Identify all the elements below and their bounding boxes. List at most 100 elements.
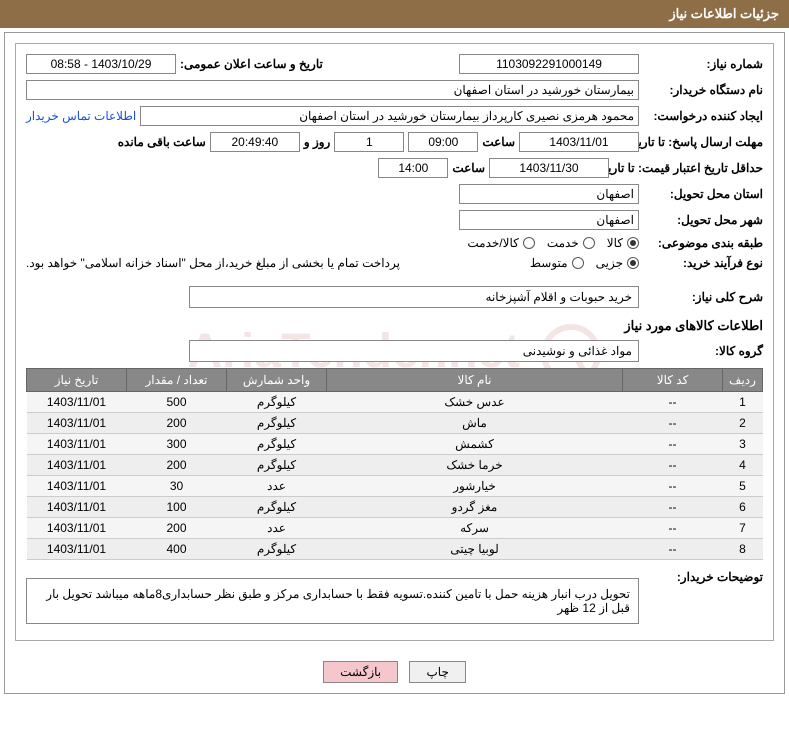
table-row: 8--لوبیا چیتیکیلوگرم4001403/11/01 [27,539,763,560]
requester-label: ایجاد کننده درخواست: [643,109,763,123]
purchase-radios: جزیی متوسط [530,256,639,270]
cell-n: 3 [723,434,763,455]
days-and-label: روز و [304,135,331,149]
category-radios: کالا خدمت کالا/خدمت [467,236,639,250]
time-label-1: ساعت [482,135,515,149]
cell-unit: کیلوگرم [227,392,327,413]
time-label-2: ساعت [452,161,485,175]
cell-n: 2 [723,413,763,434]
back-button[interactable]: بازگشت [323,661,398,683]
general-desc-label: شرح کلی نیاز: [643,290,763,304]
cell-qty: 500 [127,392,227,413]
cell-name: ماش [327,413,623,434]
cell-n: 4 [723,455,763,476]
table-row: 1--عدس خشککیلوگرم5001403/11/01 [27,392,763,413]
goods-section-title: اطلاعات کالاهای مورد نیاز [26,318,763,334]
table-row: 4--خرما خشککیلوگرم2001403/11/01 [27,455,763,476]
price-validity-label: حداقل تاریخ اعتبار قیمت: تا تاریخ: [613,161,763,175]
cell-code: -- [623,455,723,476]
buyer-notes-label: توضیحات خریدار: [643,570,763,584]
delivery-city-label: شهر محل تحویل: [643,213,763,227]
countdown: 20:49:40 [210,132,300,152]
delivery-province: اصفهان [459,184,639,204]
cell-unit: کیلوگرم [227,497,327,518]
page-header: جزئیات اطلاعات نیاز [0,0,789,28]
need-number-label: شماره نیاز: [643,57,763,71]
radio-both-label: کالا/خدمت [467,236,518,250]
th-row: ردیف [723,369,763,392]
cell-code: -- [623,518,723,539]
radio-partial-label: جزیی [596,256,623,270]
cell-name: عدس خشک [327,392,623,413]
cell-unit: کیلوگرم [227,539,327,560]
table-row: 3--کشمشکیلوگرم3001403/11/01 [27,434,763,455]
cell-unit: کیلوگرم [227,434,327,455]
radio-goods[interactable] [627,237,639,249]
table-row: 7--سرکهعدد2001403/11/01 [27,518,763,539]
response-deadline-label: مهلت ارسال پاسخ: تا تاریخ: [643,135,763,149]
need-number-value: 1103092291000149 [459,54,639,74]
cell-date: 1403/11/01 [27,518,127,539]
cell-date: 1403/11/01 [27,539,127,560]
radio-medium-label: متوسط [530,256,568,270]
cell-unit: عدد [227,476,327,497]
remain-label: ساعت باقی مانده [118,135,206,149]
cell-code: -- [623,392,723,413]
buyer-device-value: بیمارستان خورشید در استان اصفهان [26,80,639,100]
category-label: طبقه بندی موضوعی: [643,236,763,250]
outer-container: AriaTender.net شماره نیاز: 1103092291000… [4,32,785,694]
cell-date: 1403/11/01 [27,476,127,497]
cell-name: کشمش [327,434,623,455]
price-validity-time: 14:00 [378,158,448,178]
cell-name: لوبیا چیتی [327,539,623,560]
requester-value: محمود هرمزی نصیری کارپرداز بیمارستان خور… [140,106,639,126]
cell-qty: 400 [127,539,227,560]
th-date: تاریخ نیاز [27,369,127,392]
payment-note: پرداخت تمام یا بخشی از مبلغ خرید،از محل … [26,256,400,270]
cell-n: 5 [723,476,763,497]
th-name: نام کالا [327,369,623,392]
contact-link[interactable]: اطلاعات تماس خریدار [26,109,136,123]
cell-qty: 300 [127,434,227,455]
cell-date: 1403/11/01 [27,413,127,434]
table-row: 6--مغز گردوکیلوگرم1001403/11/01 [27,497,763,518]
radio-service-label: خدمت [547,236,579,250]
delivery-province-label: استان محل تحویل: [643,187,763,201]
cell-name: سرکه [327,518,623,539]
cell-qty: 200 [127,518,227,539]
cell-code: -- [623,476,723,497]
goods-group: مواد غذائی و نوشیدنی [189,340,639,362]
page-title: جزئیات اطلاعات نیاز [669,6,779,21]
cell-qty: 200 [127,413,227,434]
cell-unit: کیلوگرم [227,455,327,476]
cell-code: -- [623,497,723,518]
general-desc: خرید حبوبات و اقلام آشپزخانه [189,286,639,308]
th-unit: واحد شمارش [227,369,327,392]
radio-both[interactable] [523,237,535,249]
goods-table: ردیف کد کالا نام کالا واحد شمارش تعداد /… [26,368,763,560]
goods-group-label: گروه کالا: [643,344,763,358]
form-container: AriaTender.net شماره نیاز: 1103092291000… [15,43,774,641]
cell-n: 7 [723,518,763,539]
cell-qty: 200 [127,455,227,476]
cell-code: -- [623,434,723,455]
radio-medium[interactable] [572,257,584,269]
purchase-type-label: نوع فرآیند خرید: [643,256,763,270]
th-qty: تعداد / مقدار [127,369,227,392]
radio-partial[interactable] [627,257,639,269]
cell-name: مغز گردو [327,497,623,518]
price-validity-date: 1403/11/30 [489,158,609,178]
announce-value: 1403/10/29 - 08:58 [26,54,176,74]
th-code: کد کالا [623,369,723,392]
announce-label: تاریخ و ساعت اعلان عمومی: [180,57,323,71]
cell-date: 1403/11/01 [27,455,127,476]
response-time: 09:00 [408,132,478,152]
cell-qty: 30 [127,476,227,497]
radio-service[interactable] [583,237,595,249]
radio-goods-label: کالا [607,236,623,250]
cell-unit: کیلوگرم [227,413,327,434]
cell-code: -- [623,413,723,434]
cell-n: 1 [723,392,763,413]
buyer-notes: تحویل درب انبار هزینه حمل با تامین کننده… [26,578,639,624]
print-button[interactable]: چاپ [409,661,465,683]
